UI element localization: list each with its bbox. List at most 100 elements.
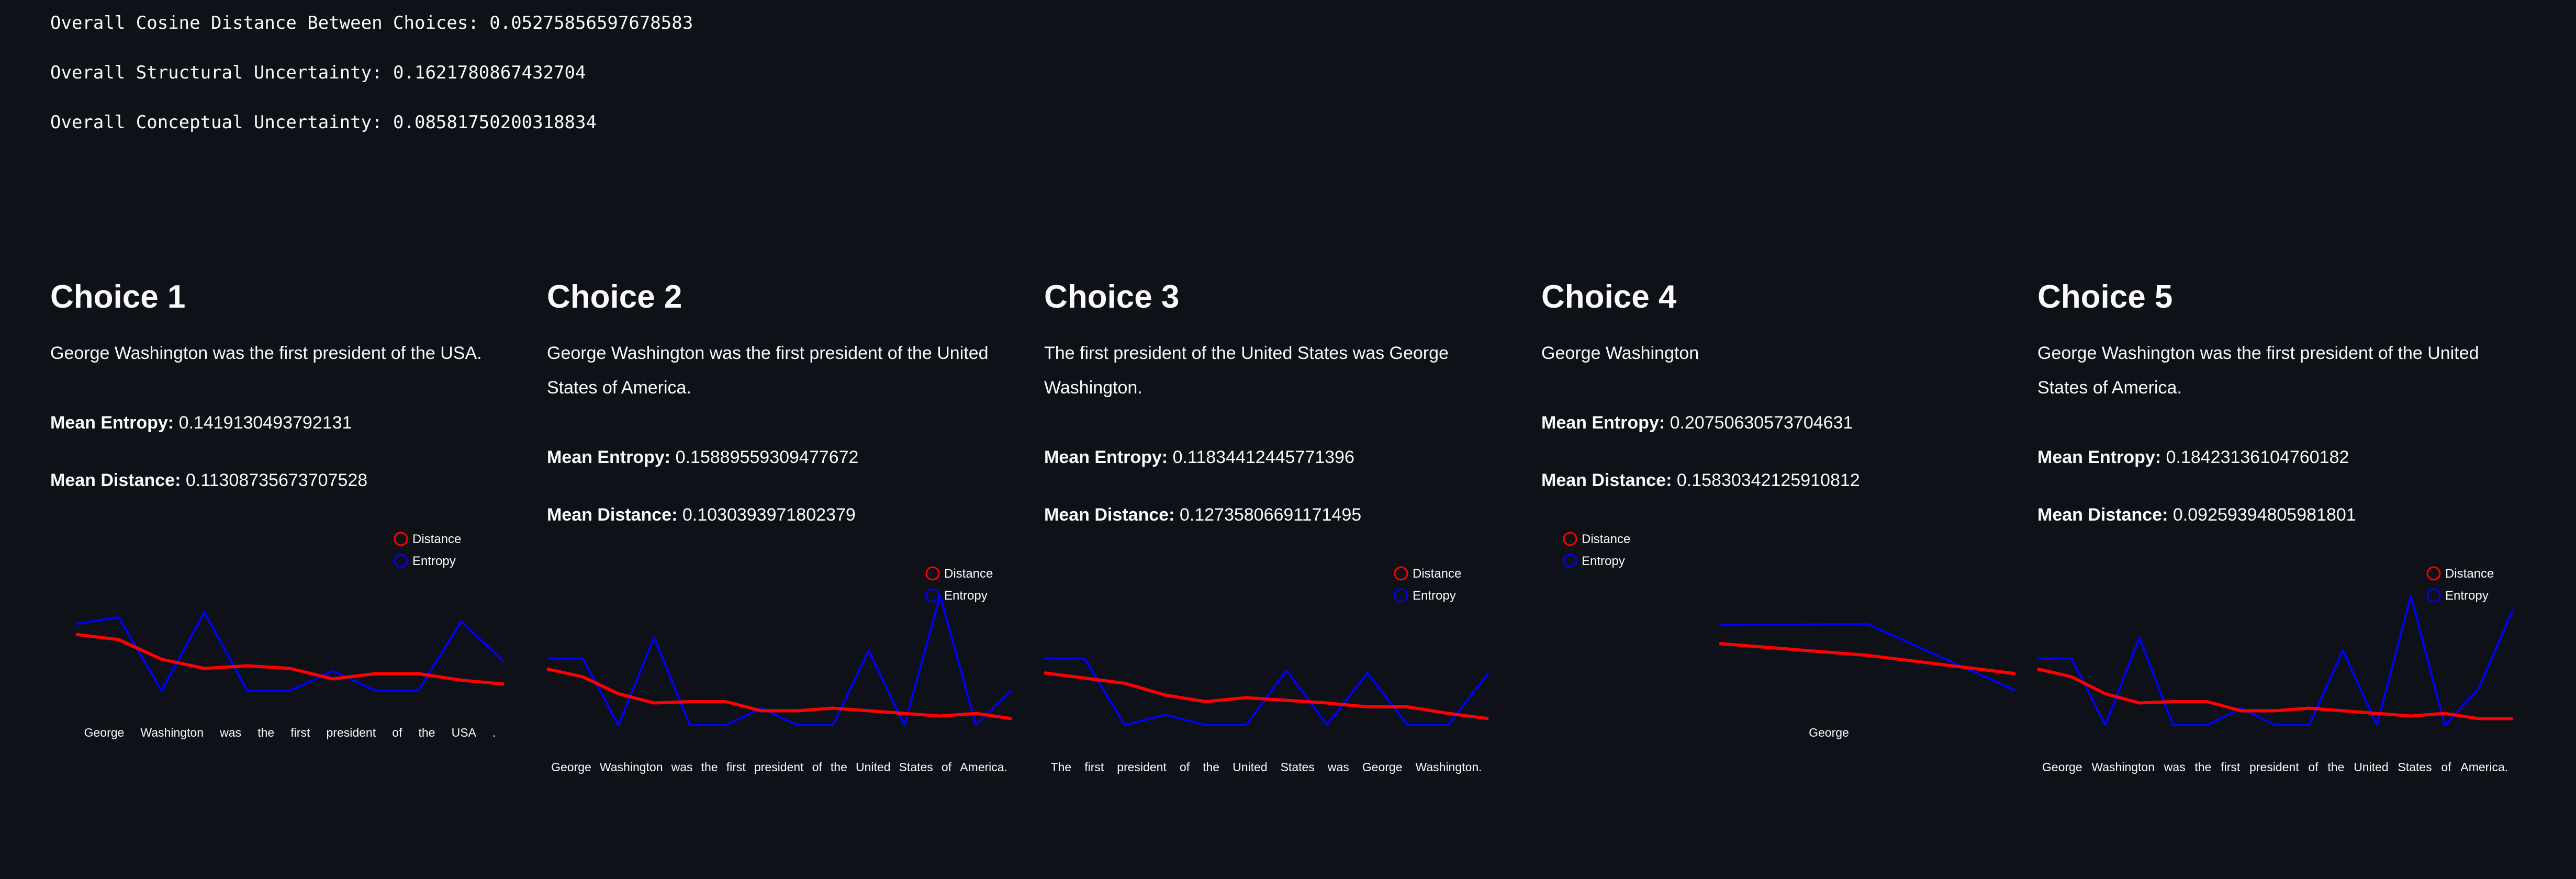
mean-entropy-label: Mean Entropy: bbox=[547, 447, 671, 467]
legend-item-entropy[interactable]: Entropy bbox=[925, 588, 988, 603]
token-label: president bbox=[754, 760, 804, 774]
token-label: first bbox=[1084, 760, 1104, 774]
token-label: of bbox=[2308, 760, 2319, 774]
token-label: first bbox=[290, 726, 310, 739]
token-label: was bbox=[671, 760, 693, 774]
choice-column-1: Choice 1 George Washington was the first… bbox=[50, 277, 511, 764]
mean-distance: Mean Distance: 0.15830342125910812 bbox=[1541, 470, 2002, 491]
legend-label: Distance bbox=[944, 567, 993, 581]
token-label: States bbox=[2398, 760, 2432, 774]
mean-entropy: Mean Entropy: 0.1419130493792131 bbox=[50, 412, 511, 433]
distance-legend-marker-icon bbox=[1394, 566, 1408, 581]
token-label: of bbox=[2441, 760, 2451, 774]
token-label: of bbox=[942, 760, 952, 774]
token-label: The bbox=[1051, 760, 1072, 774]
entropy-legend-marker-icon bbox=[2426, 588, 2441, 603]
choice-text: George Washington was the first presiden… bbox=[50, 343, 482, 363]
choice-text: The first president of the United States… bbox=[1044, 343, 1449, 398]
legend-label: Distance bbox=[1582, 532, 1630, 546]
token-label: Washington bbox=[2091, 760, 2155, 774]
legend-label: Entropy bbox=[412, 554, 456, 568]
choice-title: Choice 2 bbox=[547, 279, 682, 315]
token-chart: Distance Entropy George bbox=[1563, 532, 2016, 739]
legend-item-distance[interactable]: Distance bbox=[1563, 532, 1630, 546]
distance-line bbox=[2037, 667, 2513, 720]
choice-title: Choice 4 bbox=[1541, 279, 1677, 315]
overall-structural-uncertainty: Overall Structural Uncertainty: 0.162178… bbox=[50, 62, 586, 83]
legend-label: Entropy bbox=[2445, 589, 2489, 603]
legend-item-entropy[interactable]: Entropy bbox=[2426, 588, 2489, 603]
mean-entropy: Mean Entropy: 0.20750630573704631 bbox=[1541, 412, 2002, 433]
mean-distance-value: 0.12735806691171495 bbox=[1179, 505, 1362, 525]
token-label: of bbox=[1180, 760, 1190, 774]
choice-column-4: Choice 4 George Washington Mean Entropy:… bbox=[1541, 277, 2016, 764]
mean-distance-label: Mean Distance: bbox=[1541, 470, 1672, 490]
legend-item-distance[interactable]: Distance bbox=[1394, 566, 1461, 581]
legend-item-distance[interactable]: Distance bbox=[2426, 566, 2494, 581]
token-chart: Distance Entropy George Washington was the fir… bbox=[2037, 566, 2514, 774]
legend-label: Distance bbox=[2445, 567, 2494, 581]
distance-line bbox=[1719, 642, 2016, 675]
distance-legend-marker-icon bbox=[925, 566, 940, 581]
mean-distance: Mean Distance: 0.09259394805981801 bbox=[2037, 504, 2498, 525]
token-label: the bbox=[701, 760, 718, 774]
distance-line bbox=[546, 667, 1012, 720]
mean-distance-value: 0.1030393971802379 bbox=[682, 505, 856, 525]
legend-label: Entropy bbox=[1413, 589, 1456, 603]
legend-item-entropy[interactable]: Entropy bbox=[1563, 554, 1625, 568]
mean-entropy-label: Mean Entropy: bbox=[50, 413, 174, 433]
token-label: the bbox=[419, 726, 435, 739]
mean-distance: Mean Distance: 0.1030393971802379 bbox=[547, 504, 1007, 525]
entropy-legend-marker-icon bbox=[1394, 588, 1408, 603]
token-label: Washington bbox=[140, 726, 204, 739]
mean-entropy-value: 0.15889559309477672 bbox=[675, 447, 859, 467]
legend-item-entropy[interactable]: Entropy bbox=[1394, 588, 1456, 603]
token-label: . bbox=[492, 726, 496, 739]
mean-entropy-value: 0.1419130493792131 bbox=[178, 413, 352, 433]
token-label: the bbox=[2327, 760, 2344, 774]
mean-distance-value: 0.09259394805981801 bbox=[2172, 505, 2356, 525]
distance-legend-marker-icon bbox=[1563, 532, 1577, 546]
mean-distance-label: Mean Distance: bbox=[50, 470, 181, 490]
mean-distance-label: Mean Distance: bbox=[547, 505, 678, 525]
legend-label: Distance bbox=[412, 532, 461, 546]
token-label: president bbox=[2249, 760, 2299, 774]
legend-label: Entropy bbox=[1582, 554, 1625, 568]
token-label: of bbox=[392, 726, 402, 739]
mean-distance-value: 0.11308735673707528 bbox=[185, 470, 368, 490]
legend-item-entropy[interactable]: Entropy bbox=[394, 554, 456, 568]
token-label: first bbox=[726, 760, 746, 774]
mean-distance-label: Mean Distance: bbox=[1044, 505, 1175, 525]
distance-legend-marker-icon bbox=[394, 532, 408, 546]
choice-column-2: Choice 2 George Washington was the first… bbox=[546, 277, 1013, 798]
token-label: States bbox=[899, 760, 933, 774]
distance-line bbox=[1044, 671, 1489, 720]
token-label: first bbox=[2221, 760, 2241, 774]
legend-item-distance[interactable]: Distance bbox=[925, 566, 993, 581]
token-label: George bbox=[1809, 726, 1849, 739]
token-label: the bbox=[831, 760, 847, 774]
mean-distance: Mean Distance: 0.11308735673707528 bbox=[50, 470, 511, 491]
token-label: Washington bbox=[600, 760, 663, 774]
entropy-legend-marker-icon bbox=[925, 588, 940, 603]
token-label: America. bbox=[960, 760, 1007, 774]
token-label: Washington. bbox=[1416, 760, 1482, 774]
token-chart: Distance Entropy The first president of the Uni… bbox=[1044, 566, 1489, 774]
choice-text: George Washington was the first presiden… bbox=[2037, 343, 2479, 398]
token-label: United bbox=[2354, 760, 2388, 774]
token-label: George bbox=[84, 726, 125, 739]
legend-item-distance[interactable]: Distance bbox=[394, 532, 461, 546]
token-label: president bbox=[1117, 760, 1167, 774]
mean-entropy-label: Mean Entropy: bbox=[1044, 447, 1168, 467]
mean-entropy-label: Mean Entropy: bbox=[1541, 413, 1665, 433]
token-label: was bbox=[2164, 760, 2186, 774]
token-label: George bbox=[2042, 760, 2082, 774]
token-label: of bbox=[812, 760, 823, 774]
mean-distance-label: Mean Distance: bbox=[2037, 505, 2168, 525]
mean-entropy-value: 0.11834412445771396 bbox=[1172, 447, 1354, 467]
entropy-line bbox=[1719, 623, 2016, 692]
token-label: George bbox=[1362, 760, 1403, 774]
token-label: States bbox=[1281, 760, 1315, 774]
entropy-line bbox=[547, 594, 1013, 726]
token-label: president bbox=[327, 726, 376, 739]
